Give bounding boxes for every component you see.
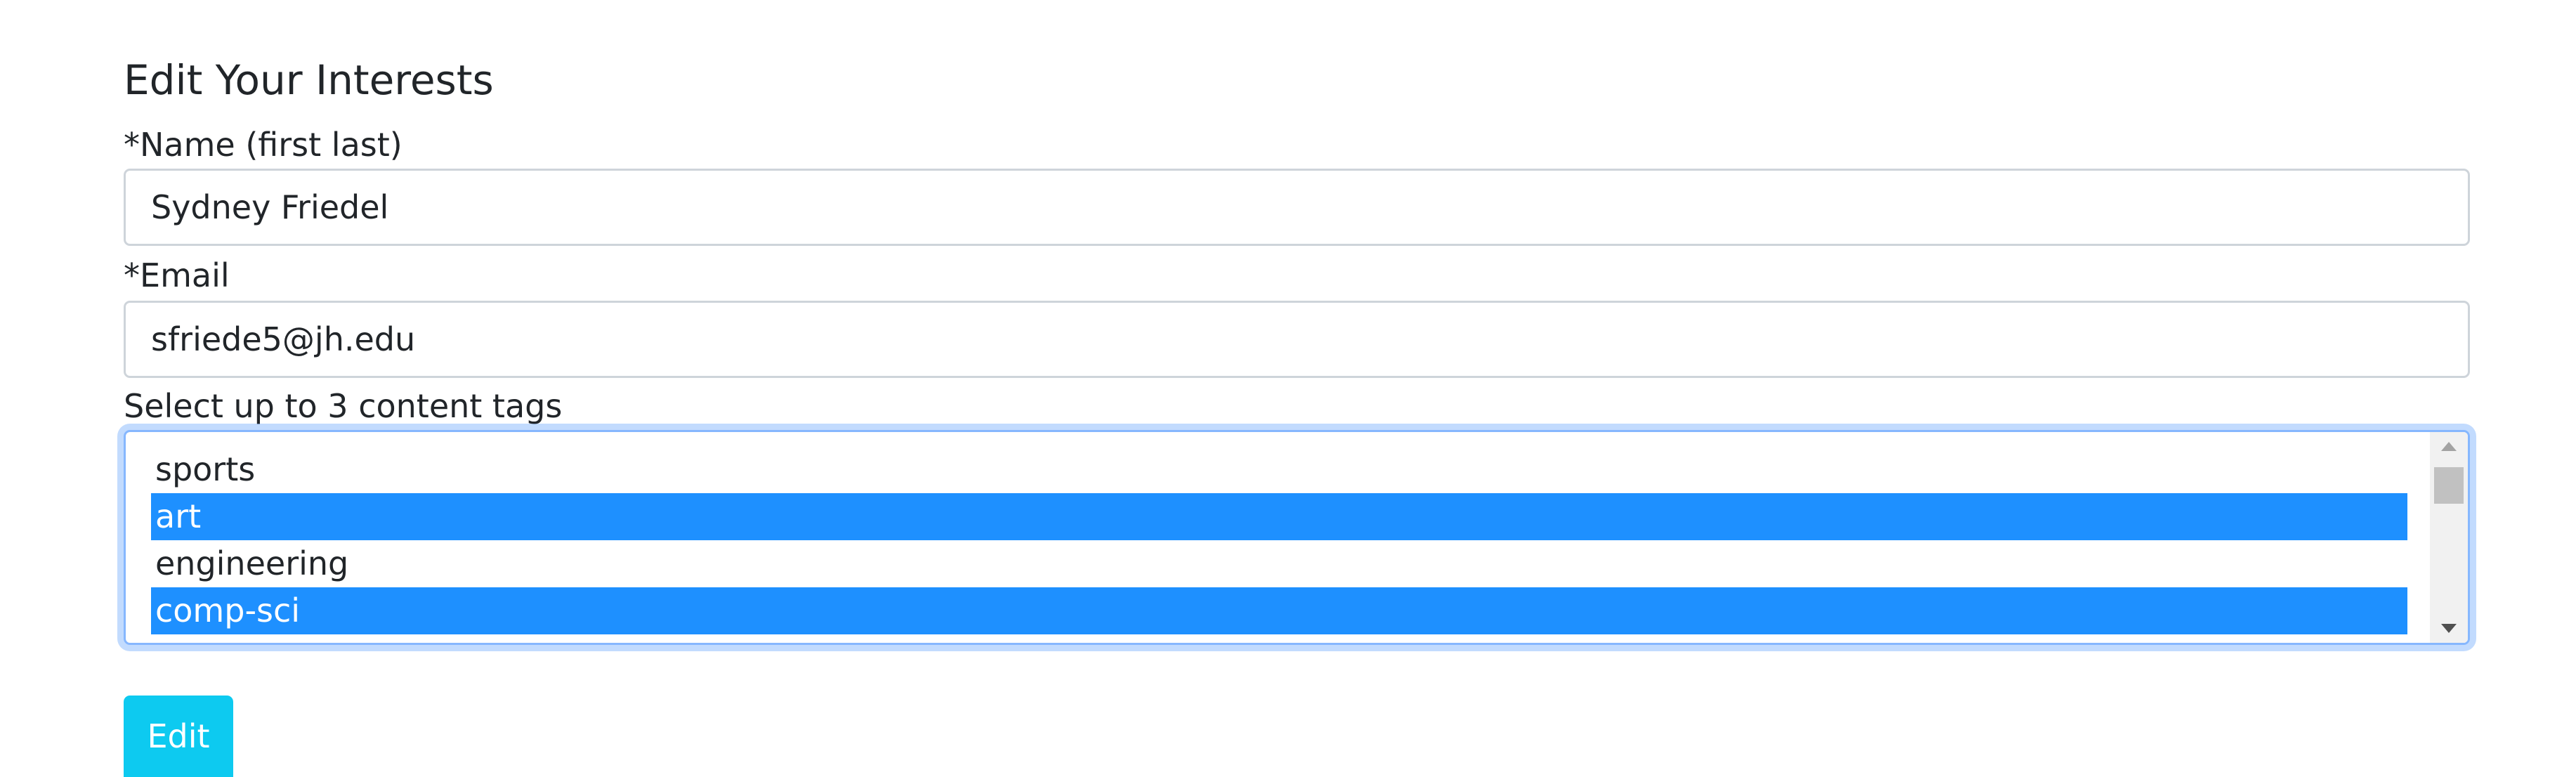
- tags-options-list: sports art engineering comp-sci: [151, 446, 2407, 634]
- name-label: *Name (first last): [124, 126, 403, 164]
- email-label: *Email: [124, 256, 230, 294]
- form-title: Edit Your Interests: [124, 56, 494, 104]
- tag-option-art[interactable]: art: [151, 493, 2407, 540]
- tags-scrollbar[interactable]: [2430, 432, 2468, 643]
- tag-option-engineering[interactable]: engineering: [155, 544, 349, 582]
- tags-multiselect[interactable]: sports art engineering comp-sci: [124, 430, 2470, 645]
- tags-label: Select up to 3 content tags: [124, 387, 563, 425]
- name-input[interactable]: [124, 169, 2470, 246]
- edit-button[interactable]: Edit: [124, 696, 233, 777]
- scroll-up-arrow-icon[interactable]: [2441, 442, 2457, 451]
- email-input[interactable]: [124, 301, 2470, 378]
- scroll-thumb[interactable]: [2434, 467, 2464, 504]
- tag-option-comp-sci[interactable]: comp-sci: [151, 587, 2407, 634]
- scroll-down-arrow-icon[interactable]: [2441, 624, 2457, 633]
- tag-option-sports[interactable]: sports: [155, 450, 256, 488]
